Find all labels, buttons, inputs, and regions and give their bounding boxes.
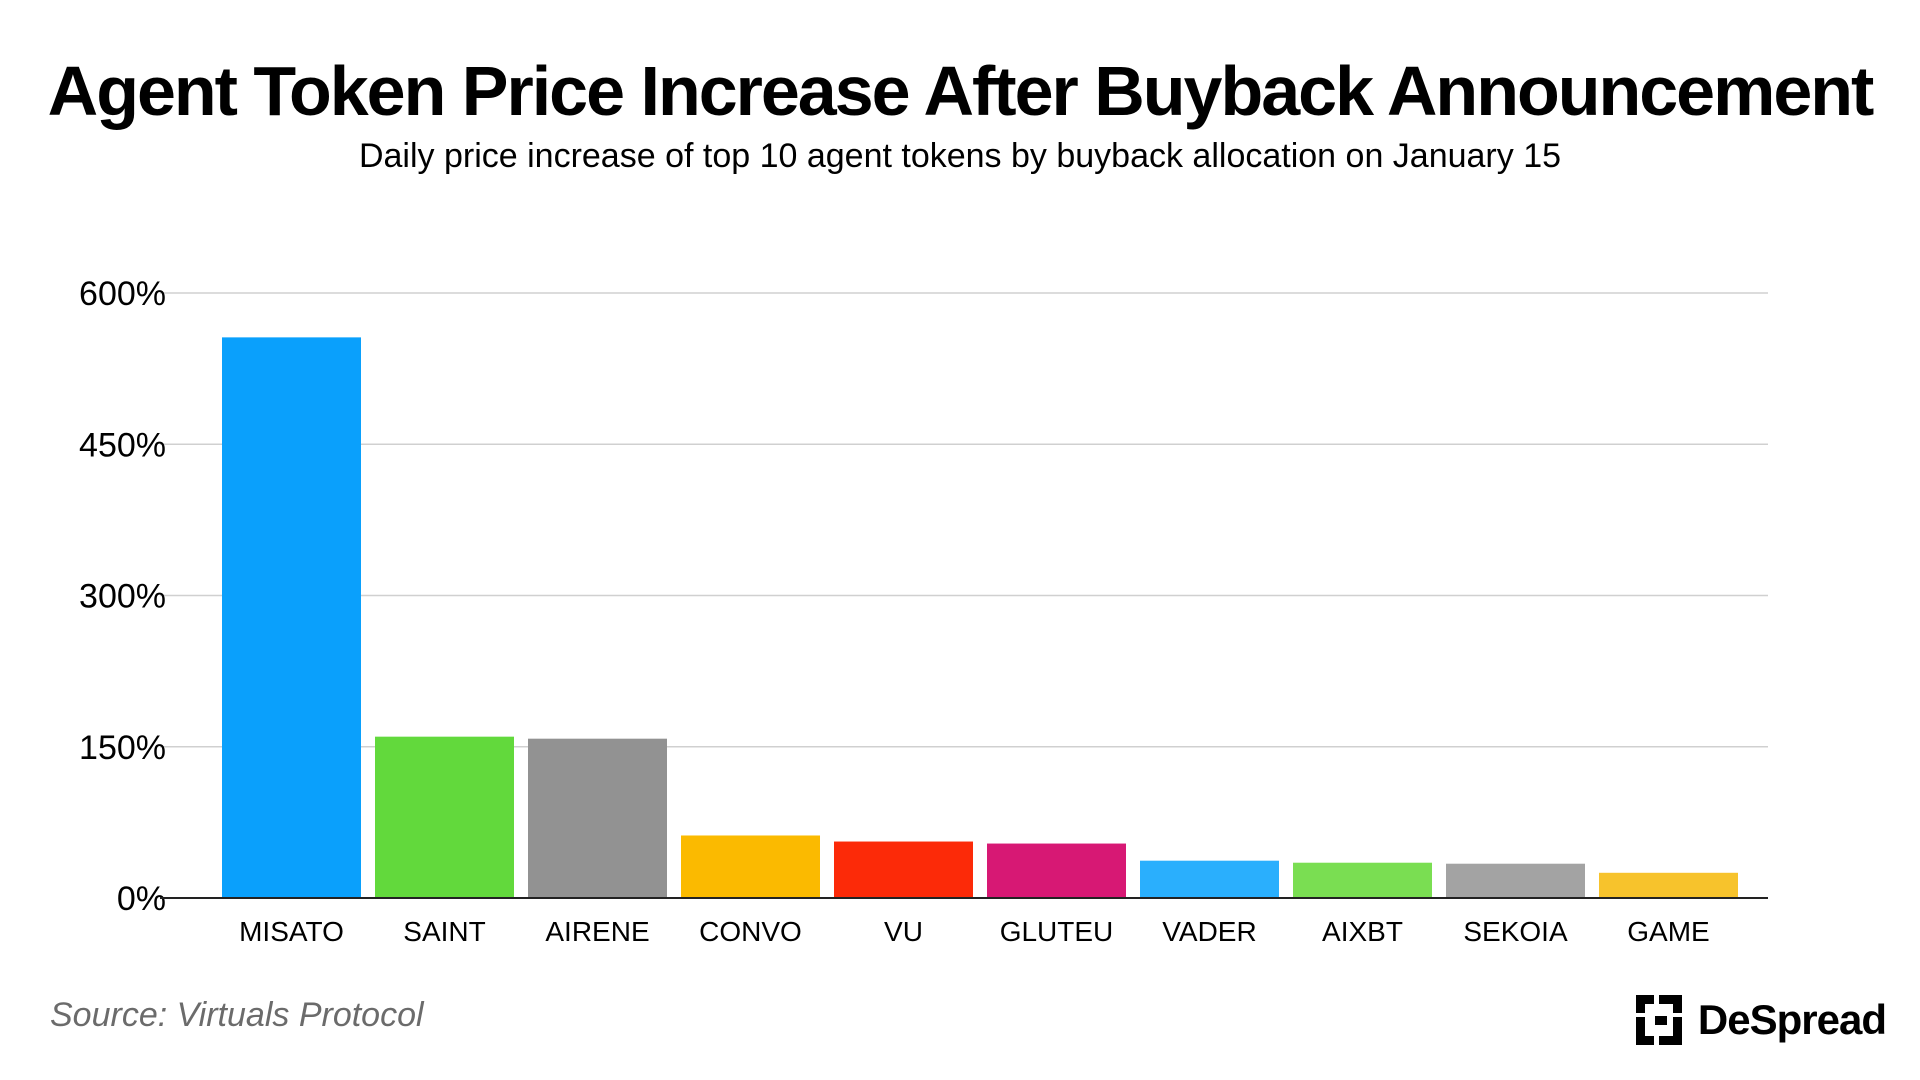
bar-misato — [222, 337, 361, 898]
bar-vu — [834, 841, 973, 898]
bar-saint — [375, 736, 514, 898]
x-tick-label: MISATO — [239, 916, 344, 947]
bar-aixbt — [1293, 862, 1432, 898]
x-tick-label: SAINT — [403, 916, 485, 947]
y-axis-ticks: 0% 150% 300% 450% 600% — [79, 275, 166, 918]
source-note: Source: Virtuals Protocol — [50, 996, 424, 1034]
x-tick-label: GAME — [1627, 916, 1709, 947]
y-tick-label: 600% — [79, 275, 166, 313]
x-axis-ticks: MISATO SAINT AIRENE CONVO VU GLUTEU VADER AIXBT… — [239, 916, 1710, 947]
bar-airene — [528, 738, 667, 898]
gridlines — [160, 292, 1768, 748]
y-tick-label: 150% — [79, 729, 166, 767]
x-tick-label: AIRENE — [545, 916, 649, 947]
despread-mark-icon — [1635, 995, 1682, 1045]
x-tick-label: GLUTEU — [1000, 916, 1114, 947]
bar-gluteu — [987, 843, 1126, 898]
x-tick-label: VU — [884, 916, 923, 947]
bar-vader — [1140, 860, 1279, 898]
x-tick-label: AIXBT — [1322, 916, 1403, 947]
y-tick-label: 0% — [117, 880, 166, 918]
x-tick-label: SEKOIA — [1463, 916, 1568, 947]
chart-title: Agent Token Price Increase After Buyback… — [47, 52, 1875, 130]
y-tick-label: 450% — [79, 426, 166, 464]
x-tick-label: CONVO — [699, 916, 802, 947]
brand-name: DeSpread — [1697, 996, 1887, 1043]
bar-game — [1599, 872, 1738, 898]
bar-sekoia — [1446, 863, 1585, 898]
chart-subtitle: Daily price increase of top 10 agent tok… — [358, 137, 1562, 175]
bars — [222, 337, 1738, 898]
x-tick-label: VADER — [1162, 916, 1256, 947]
y-tick-label: 300% — [79, 578, 166, 616]
bar-convo — [681, 835, 820, 898]
brand-logo: DeSpread — [1635, 992, 1887, 1048]
